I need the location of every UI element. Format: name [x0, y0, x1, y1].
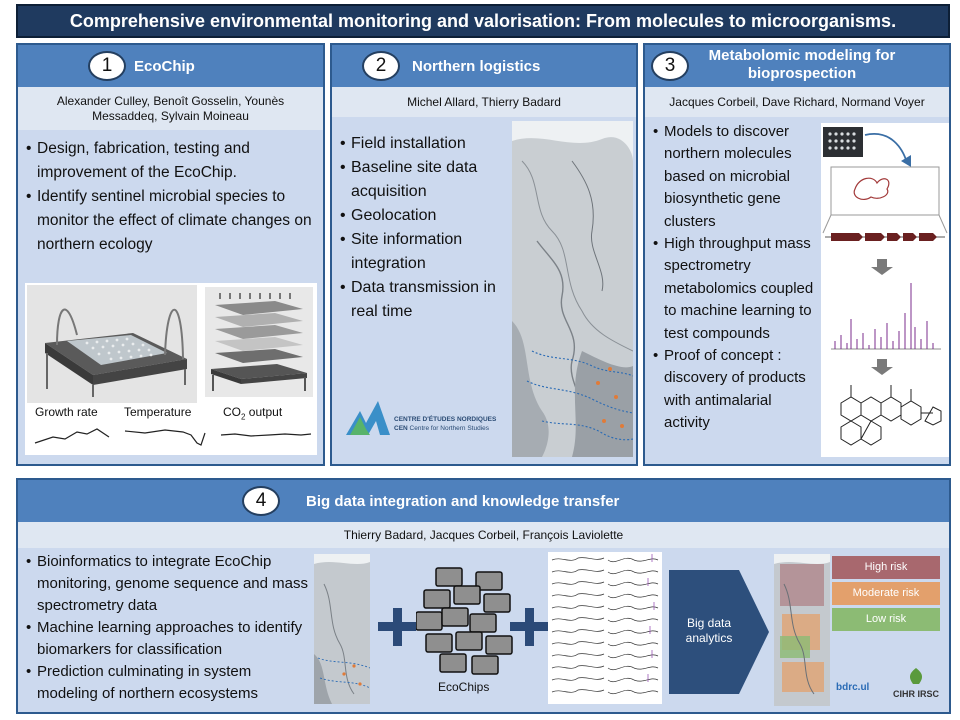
spectra-data-image — [548, 552, 662, 704]
ecochips-image — [416, 567, 513, 675]
panel-number: 1 — [88, 51, 126, 81]
co2-text: CO — [223, 405, 241, 419]
bullet-list: Field installation Baseline site data ac… — [340, 132, 505, 324]
panel-northern-logistics: 2 Northern logistics Michel Allard, Thie… — [330, 43, 638, 466]
ecochip-layers-image — [205, 287, 313, 397]
panel-metabolomic-modeling: 3 Metabolomic modeling for bioprospectio… — [643, 43, 951, 466]
panel-authors: Jacques Corbeil, Dave Richard, Normand V… — [645, 87, 949, 117]
panel-number: 3 — [651, 51, 689, 81]
panel-title: EcoChip — [134, 58, 195, 75]
panel-logistics-header: 2 Northern logistics — [332, 45, 636, 87]
bullet-item: Models to discover northern molecules ba… — [653, 121, 821, 233]
panel-number: 2 — [362, 51, 400, 81]
poster-title: Comprehensive environmental monitoring a… — [16, 4, 950, 38]
panel-authors: Michel Allard, Thierry Badard — [332, 87, 636, 117]
plus-icon — [510, 608, 548, 646]
cihr-leaf-icon — [909, 668, 923, 684]
panel-title: Northern logistics — [412, 58, 541, 75]
bullet-item: Proof of concept : discovery of products… — [653, 345, 821, 435]
northern-map-image — [512, 121, 633, 457]
growth-rate-trace — [34, 428, 110, 444]
cen-logo-line1: CENTRE D'ÉTUDES NORDIQUES — [394, 416, 497, 423]
bullet-item: Baseline site data acquisition — [340, 156, 505, 204]
bullet-item: Bioinformatics to integrate EcoChip moni… — [26, 551, 316, 617]
risk-legend-high: High risk — [832, 556, 940, 579]
panel-ecochip-header: 1 EcoChip — [18, 45, 323, 87]
co2-output-text: output — [245, 405, 283, 419]
bullet-item: Prediction culminating in system modelin… — [26, 661, 316, 705]
risk-legend-moderate: Moderate risk — [832, 582, 940, 605]
bullet-item: High throughput mass spectrometry metabo… — [653, 233, 821, 345]
panel-title: Big data integration and knowledge trans… — [306, 493, 620, 510]
organism-box — [830, 166, 940, 216]
bullet-item: Design, fabrication, testing and improve… — [26, 137, 318, 185]
temperature-caption: Temperature — [124, 405, 192, 419]
co2-output-trace — [220, 433, 312, 437]
panel-big-data: 4 Big data integration and knowledge tra… — [16, 478, 951, 714]
panel-metabolomic-header: 3 Metabolomic modeling for bioprospectio… — [645, 45, 949, 87]
mass-spectrum — [834, 283, 934, 349]
cihr-logo: CIHR IRSC — [888, 668, 944, 700]
arrow-right-icon — [669, 570, 769, 694]
bullet-item: Site information integration — [340, 228, 505, 276]
ecochips-caption: EcoChips — [438, 680, 490, 694]
panel-authors: Thierry Badard, Jacques Corbeil, Françoi… — [18, 522, 949, 548]
bullet-item: Data transmission in real time — [340, 276, 505, 324]
cen-abbr: CEN — [394, 425, 408, 432]
panel-title: Metabolomic modeling for bioprospection — [708, 47, 896, 82]
risk-map-image — [774, 554, 830, 706]
bdrc-logo: bdrc.ul — [836, 682, 870, 693]
bullet-item: Field installation — [340, 132, 505, 156]
bullet-item: Geolocation — [340, 204, 505, 228]
plus-icon — [378, 608, 416, 646]
bullet-list: Design, fabrication, testing and improve… — [26, 137, 318, 257]
panel-bigdata-header: 4 Big data integration and knowledge tra… — [18, 480, 949, 522]
gene-cluster — [831, 233, 937, 241]
arrow-down-icon — [871, 259, 893, 275]
cen-full-name: Centre for Northern Studies — [409, 425, 490, 432]
ecochip-figure: Growth rate Temperature CO2 output — [25, 283, 317, 455]
sensor-trace-lines — [34, 428, 312, 446]
co2-output-caption: CO2 output — [223, 405, 282, 421]
molecule-structure — [840, 385, 942, 446]
arrow-down-icon — [871, 359, 893, 375]
bullet-list: Models to discover northern molecules ba… — [653, 121, 821, 435]
growth-rate-caption: Growth rate — [35, 405, 98, 419]
bullet-item: Identify sentinel microbial species to m… — [26, 185, 318, 257]
panel-ecochip: 1 EcoChip Alexander Culley, Benoît Gosse… — [16, 43, 325, 466]
cen-logo-icon — [346, 401, 390, 435]
bullet-list: Bioinformatics to integrate EcoChip moni… — [26, 551, 316, 705]
cen-logo-line2: CEN Centre for Northern Studies — [394, 424, 496, 433]
panel-authors: Alexander Culley, Benoît Gosselin, Younè… — [18, 87, 323, 130]
metabolomic-workflow-image — [821, 123, 949, 457]
temperature-trace — [124, 429, 206, 446]
co2-subscript: 2 — [241, 412, 246, 422]
cen-logo-text: CENTRE D'ÉTUDES NORDIQUES CEN Centre for… — [394, 415, 496, 433]
risk-legend-low: Low risk — [832, 608, 940, 631]
ecochip-device-image — [27, 285, 197, 403]
bullet-item: Machine learning approaches to identify … — [26, 617, 316, 661]
northern-map-thumbnail — [314, 554, 370, 704]
panel-number: 4 — [242, 486, 280, 516]
cihr-logo-text: CIHR IRSC — [892, 689, 939, 699]
big-data-analytics-label: Big data analytics — [685, 616, 733, 645]
